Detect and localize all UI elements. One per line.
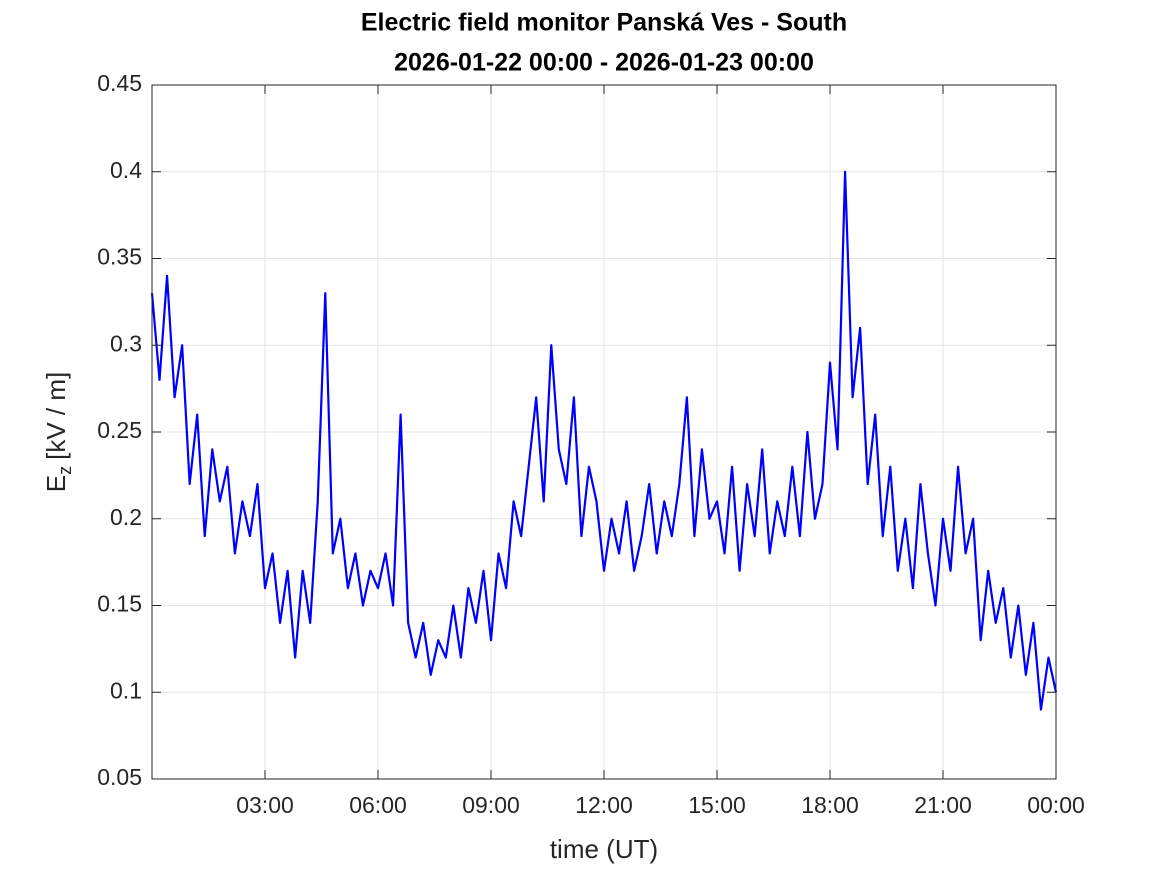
y-axis-label: Ez [kV / m] xyxy=(41,372,75,492)
y-tick-label: 0.35 xyxy=(97,244,142,270)
x-tick-label: 03:00 xyxy=(236,792,294,818)
x-tick-label: 15:00 xyxy=(688,792,746,818)
x-tick-label: 21:00 xyxy=(914,792,972,818)
y-tick-label: 0.15 xyxy=(97,591,142,617)
y-tick-label: 0.1 xyxy=(110,677,142,703)
y-tick-label: 0.05 xyxy=(97,764,142,790)
x-tick-label: 18:00 xyxy=(801,792,859,818)
y-tick-label: 0.3 xyxy=(110,330,142,356)
y-label-unit: [kV / m] xyxy=(41,372,71,460)
y-label-symbol: E xyxy=(41,475,71,492)
x-axis-label: time (UT) xyxy=(550,834,658,864)
y-tick-label: 0.25 xyxy=(97,417,142,443)
y-tick-label: 0.2 xyxy=(110,504,142,530)
chart-subtitle: 2026-01-22 00:00 - 2026-01-23 00:00 xyxy=(394,49,814,77)
y-label-subscript: z xyxy=(55,466,75,475)
chart-title: Electric field monitor Panská Ves - Sout… xyxy=(361,9,847,37)
x-tick-label: 06:00 xyxy=(349,792,407,818)
data-line xyxy=(150,170,1058,711)
x-tick-label: 00:00 xyxy=(1027,792,1085,818)
y-tick-label: 0.4 xyxy=(110,157,142,183)
y-tick-label: 0.45 xyxy=(97,70,142,96)
x-tick-label: 12:00 xyxy=(575,792,633,818)
x-tick-label: 09:00 xyxy=(462,792,520,818)
